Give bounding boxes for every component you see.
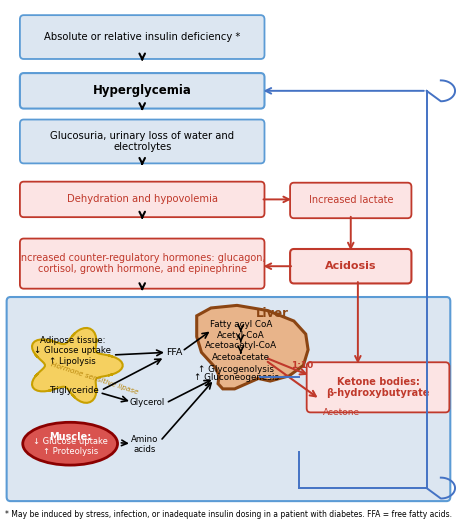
- Text: Acetone: Acetone: [323, 408, 360, 417]
- Text: Adipose tissue:
↓ Glucose uptake
↑ Lipolysis: Adipose tissue: ↓ Glucose uptake ↑ Lipol…: [34, 336, 111, 366]
- Text: Ketone bodies:
β-hydroxybutyrate: Ketone bodies: β-hydroxybutyrate: [326, 376, 430, 398]
- Text: FFA: FFA: [166, 348, 182, 357]
- Text: Fatty acyl CoA: Fatty acyl CoA: [210, 320, 272, 329]
- Text: ↓ Glucose uptake
↑ Proteolysis: ↓ Glucose uptake ↑ Proteolysis: [33, 436, 108, 456]
- FancyBboxPatch shape: [7, 297, 450, 501]
- Text: Hormone sensitive lipase: Hormone sensitive lipase: [50, 361, 139, 396]
- Text: Liver: Liver: [256, 307, 289, 319]
- FancyBboxPatch shape: [20, 182, 264, 217]
- Text: ↑ Gluconeogenesis: ↑ Gluconeogenesis: [193, 373, 279, 382]
- Polygon shape: [32, 328, 123, 403]
- FancyBboxPatch shape: [20, 239, 264, 289]
- Polygon shape: [197, 305, 308, 389]
- Text: ↑ Glycogenolysis: ↑ Glycogenolysis: [198, 364, 274, 374]
- Text: Triglyceride: Triglyceride: [50, 386, 100, 395]
- Text: Glycerol: Glycerol: [129, 398, 164, 408]
- FancyBboxPatch shape: [290, 183, 411, 218]
- Text: Muscle:: Muscle:: [49, 432, 91, 443]
- Text: Absolute or relative insulin deficiency *: Absolute or relative insulin deficiency …: [44, 32, 240, 42]
- Text: Increased counter-regulatory hormones: glucagon,
cortisol, growth hormone, and e: Increased counter-regulatory hormones: g…: [18, 253, 266, 275]
- Text: Amino
acids: Amino acids: [131, 435, 158, 455]
- Text: Acidosis: Acidosis: [325, 261, 376, 271]
- Text: Glucosuria, urinary loss of water and
electrolytes: Glucosuria, urinary loss of water and el…: [50, 130, 234, 152]
- Text: 1:10: 1:10: [292, 361, 313, 370]
- Text: Acetoacetyl-CoA: Acetoacetyl-CoA: [205, 341, 277, 350]
- Text: * May be induced by stress, infection, or inadequate insulin dosing in a patient: * May be induced by stress, infection, o…: [5, 511, 452, 519]
- Ellipse shape: [23, 422, 118, 465]
- FancyBboxPatch shape: [307, 362, 449, 412]
- Text: Hyperglycemia: Hyperglycemia: [93, 85, 191, 97]
- FancyBboxPatch shape: [20, 120, 264, 163]
- Text: Acetyl-CoA: Acetyl-CoA: [217, 330, 264, 340]
- FancyBboxPatch shape: [20, 15, 264, 59]
- Text: Acetoacetate: Acetoacetate: [212, 353, 270, 362]
- Text: Increased lactate: Increased lactate: [309, 195, 393, 206]
- Text: Dehydration and hypovolemia: Dehydration and hypovolemia: [67, 194, 218, 205]
- FancyBboxPatch shape: [20, 73, 264, 109]
- FancyBboxPatch shape: [290, 249, 411, 283]
